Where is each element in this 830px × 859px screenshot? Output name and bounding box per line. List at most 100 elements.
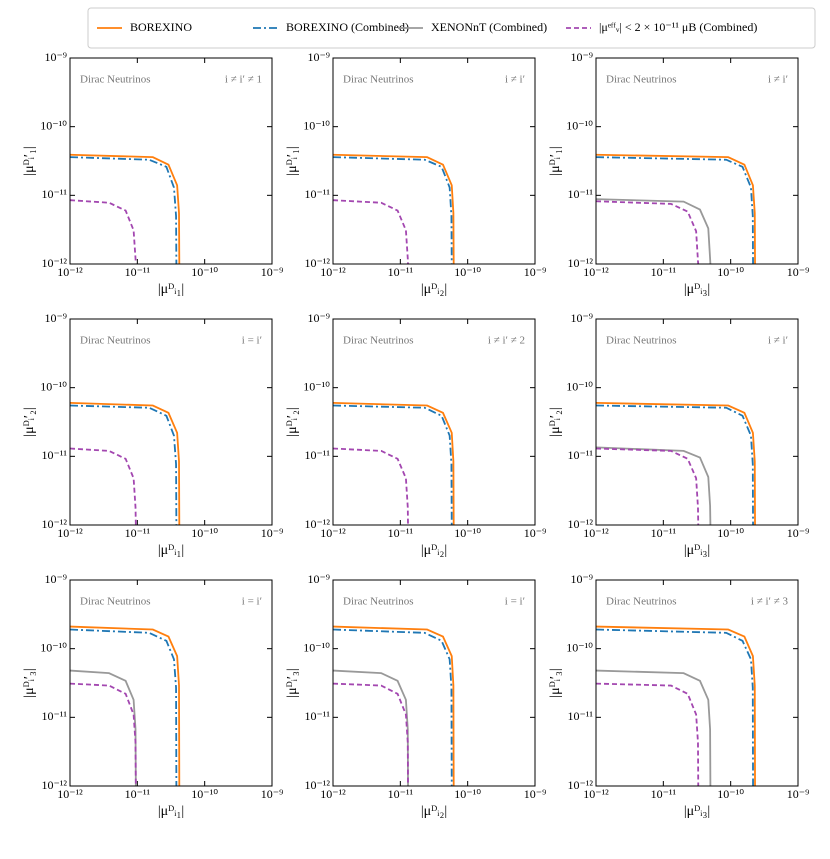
series-line [70, 682, 137, 786]
y-axis-label: |μᴰᵢ′₁| [22, 146, 37, 175]
annotation: i = i′ [242, 335, 262, 347]
series-line [70, 628, 178, 786]
panel: 10⁻¹² 10⁻¹¹ 10⁻¹⁰ 10⁻⁹ 10⁻¹² 10⁻¹¹ 10⁻¹⁰ 10⁻⁹ |μ… [22, 50, 283, 297]
axes-frame [595, 57, 799, 265]
annotation: Dirac Neutrinos [80, 74, 151, 86]
y-tick-label: 10⁻¹² [41, 256, 67, 270]
x-tick-label: 10⁻¹² [320, 787, 346, 801]
x-tick-label: 10⁻¹¹ [651, 787, 677, 801]
series-line [596, 156, 754, 264]
axes-frame [595, 318, 799, 526]
x-tick-label: 10⁻¹¹ [125, 265, 151, 279]
annotation: i ≠ i′ [768, 335, 788, 347]
annotation: Dirac Neutrinos [343, 596, 414, 608]
series-line [333, 402, 455, 525]
series-line [596, 153, 756, 264]
y-tick-label: 10⁻¹⁰ [303, 118, 330, 132]
y-tick-label: 10⁻⁹ [307, 50, 330, 64]
y-tick-label: 10⁻¹¹ [304, 709, 330, 723]
y-tick-label: 10⁻¹² [567, 256, 593, 270]
x-tick-label: 10⁻¹² [583, 526, 609, 540]
series-line [70, 404, 178, 525]
axes-frame [69, 579, 273, 787]
y-tick-label: 10⁻¹⁰ [566, 118, 593, 132]
panel: 10⁻¹² 10⁻¹¹ 10⁻¹⁰ 10⁻⁹ 10⁻¹² 10⁻¹¹ 10⁻¹⁰ 10⁻⁹ |μ… [548, 50, 809, 297]
y-tick-label: 10⁻⁹ [44, 572, 67, 586]
y-tick-label: 10⁻¹¹ [41, 448, 67, 462]
y-axis-label: |μᴰᵢ′₁| [548, 146, 563, 175]
x-tick-label: 10⁻¹⁰ [717, 526, 744, 540]
x-tick-label: 10⁻¹⁰ [717, 787, 744, 801]
x-axis-label: |μᴰᵢ₃| [684, 804, 710, 819]
x-tick-label: 10⁻⁹ [261, 265, 284, 279]
x-tick-label: 10⁻¹² [320, 526, 346, 540]
x-tick-label: 10⁻¹⁰ [191, 265, 218, 279]
y-axis-label: |μᴰᵢ′₁| [285, 146, 300, 175]
series-line [596, 628, 754, 786]
annotation: i = i′ [505, 596, 525, 608]
y-tick-label: 10⁻¹⁰ [303, 640, 330, 654]
y-tick-label: 10⁻¹² [41, 517, 67, 531]
y-tick-label: 10⁻⁹ [570, 572, 593, 586]
x-tick-label: 10⁻⁹ [261, 787, 284, 801]
y-tick-label: 10⁻¹² [567, 517, 593, 531]
y-tick-label: 10⁻¹² [304, 778, 330, 792]
annotation: Dirac Neutrinos [606, 596, 677, 608]
x-tick-label: 10⁻¹¹ [388, 265, 414, 279]
series-line [596, 404, 754, 525]
x-tick-label: 10⁻¹² [583, 787, 609, 801]
y-tick-label: 10⁻¹¹ [41, 709, 67, 723]
series-line [70, 153, 181, 264]
series-line [70, 199, 137, 264]
x-tick-label: 10⁻¹¹ [388, 526, 414, 540]
series-line [333, 669, 409, 786]
y-tick-label: 10⁻¹² [304, 256, 330, 270]
y-tick-label: 10⁻⁹ [570, 50, 593, 64]
x-tick-label: 10⁻¹² [57, 265, 83, 279]
panel: 10⁻¹² 10⁻¹¹ 10⁻¹⁰ 10⁻⁹ 10⁻¹² 10⁻¹¹ 10⁻¹⁰ 10⁻⁹ |μ… [285, 572, 546, 819]
annotation: Dirac Neutrinos [343, 74, 414, 86]
axes-frame [332, 318, 536, 526]
x-tick-label: 10⁻¹⁰ [454, 787, 481, 801]
x-axis-label: |μᴰᵢ₁| [158, 804, 184, 819]
panel: 10⁻¹² 10⁻¹¹ 10⁻¹⁰ 10⁻⁹ 10⁻¹² 10⁻¹¹ 10⁻¹⁰ 10⁻⁹ |μ… [22, 572, 283, 819]
x-axis-label: |μᴰᵢ₂| [421, 804, 447, 819]
y-tick-label: 10⁻¹¹ [567, 187, 593, 201]
x-tick-label: 10⁻¹¹ [651, 526, 677, 540]
y-axis-label: |μᴰᵢ′₃| [285, 668, 300, 697]
series-line [596, 198, 712, 264]
y-tick-label: 10⁻¹⁰ [566, 640, 593, 654]
x-axis-label: |μᴰᵢ₁| [158, 282, 184, 297]
annotation: Dirac Neutrinos [606, 74, 677, 86]
x-tick-label: 10⁻¹¹ [651, 265, 677, 279]
y-axis-label: |μᴰᵢ′₃| [548, 668, 563, 697]
y-tick-label: 10⁻¹⁰ [40, 640, 67, 654]
x-tick-label: 10⁻¹⁰ [717, 265, 744, 279]
x-tick-label: 10⁻⁹ [787, 787, 810, 801]
x-tick-label: 10⁻⁹ [787, 526, 810, 540]
y-axis-label: |μᴰᵢ′₃| [22, 668, 37, 697]
annotation: Dirac Neutrinos [606, 335, 677, 347]
x-tick-label: 10⁻⁹ [261, 526, 284, 540]
y-axis-label: |μᴰᵢ′₂| [285, 407, 300, 436]
series-line [70, 156, 178, 264]
x-tick-label: 10⁻⁹ [524, 265, 547, 279]
x-tick-label: 10⁻¹⁰ [454, 265, 481, 279]
y-tick-label: 10⁻⁹ [307, 572, 330, 586]
y-tick-label: 10⁻¹⁰ [40, 118, 67, 132]
y-tick-label: 10⁻¹¹ [304, 187, 330, 201]
x-tick-label: 10⁻¹⁰ [454, 526, 481, 540]
y-tick-label: 10⁻⁹ [570, 311, 593, 325]
legend: BOREXINO BOREXINO (Combined) XENONnT (Comb… [87, 7, 816, 49]
series-line [70, 625, 181, 786]
series-line [70, 447, 137, 525]
y-tick-label: 10⁻¹⁰ [40, 379, 67, 393]
y-tick-label: 10⁻¹¹ [304, 448, 330, 462]
legend-label: XENONnT (Combined) [431, 20, 547, 34]
series-line [596, 446, 712, 525]
y-tick-label: 10⁻¹² [41, 778, 67, 792]
series-line [333, 628, 453, 786]
x-tick-label: 10⁻¹² [57, 526, 83, 540]
annotation: Dirac Neutrinos [343, 335, 414, 347]
